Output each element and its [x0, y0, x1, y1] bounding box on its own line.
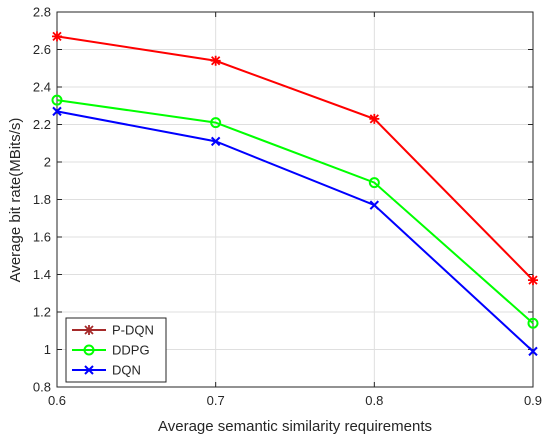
data-point-ddpg [527, 317, 539, 329]
marker-x [52, 106, 62, 117]
y-tick-label: 2.6 [33, 42, 51, 57]
legend-marker-ddpg [83, 344, 95, 356]
x-axis-label: Average semantic similarity requirements [158, 418, 432, 435]
marker-circle [527, 317, 539, 329]
marker-star [528, 275, 538, 286]
marker-x [369, 200, 380, 210]
marker-star [369, 113, 380, 124]
x-tick-label: 0.9 [524, 393, 542, 408]
data-point-ddpg [368, 177, 380, 189]
y-tick-label: 1.8 [33, 192, 51, 207]
data-point-dqn [52, 106, 62, 117]
marker-circle [83, 344, 95, 356]
legend-marker-p-dqn [84, 325, 94, 335]
y-tick-label: 2 [44, 155, 51, 170]
y-tick-label: 2.2 [33, 117, 51, 132]
axes: 0.6 0.7 0.8 0.9 0.8 1 1.2 1.4 1.6 1.8 2 2.2 2.4 2.6 2.… [33, 5, 542, 409]
marker-star [52, 31, 62, 42]
legend-marker-dqn [84, 365, 94, 375]
x-tick-label: 0.7 [207, 393, 225, 408]
y-tick-label: 2.4 [33, 80, 51, 95]
data-point-dqn [210, 136, 221, 147]
data-point-dqn [369, 200, 380, 210]
data-point-p-dqn [52, 31, 62, 42]
data-point-p-dqn [210, 55, 221, 66]
series-layer [51, 31, 539, 357]
legend-label-dqn: DQN [112, 363, 141, 378]
x-tick-label: 0.8 [365, 393, 383, 408]
x-tick-label: 0.6 [48, 393, 66, 408]
data-point-ddpg [51, 94, 63, 106]
marker-x [84, 365, 94, 375]
marker-circle [51, 94, 63, 106]
y-tick-label: 1 [44, 342, 51, 357]
series-line-dqn [56, 110, 534, 353]
marker-star [210, 55, 221, 66]
marker-x [210, 136, 221, 147]
data-point-p-dqn [369, 113, 380, 124]
y-tick-label: 1.6 [33, 230, 51, 245]
marker-x [528, 346, 538, 357]
data-point-dqn [528, 346, 538, 357]
data-point-p-dqn [528, 275, 538, 286]
data-point-ddpg [210, 117, 222, 129]
series-line-ddpg [56, 99, 534, 324]
y-axis-label: Average bit rate(MBits/s) [7, 118, 24, 283]
marker-star [84, 325, 94, 335]
y-tick-label: 2.8 [33, 5, 51, 20]
legend-label-p-dqn: P-DQN [112, 323, 154, 338]
series-line-p-dqn [56, 35, 534, 281]
y-tick-label: 0.8 [33, 380, 51, 395]
legend: P-DQN DDPG DQN [65, 317, 167, 383]
legend-label-ddpg: DDPG [112, 343, 150, 358]
marker-circle [210, 117, 222, 129]
y-tick-label: 1.2 [33, 305, 51, 320]
y-tick-label: 1.4 [33, 267, 51, 282]
marker-circle [368, 177, 380, 189]
